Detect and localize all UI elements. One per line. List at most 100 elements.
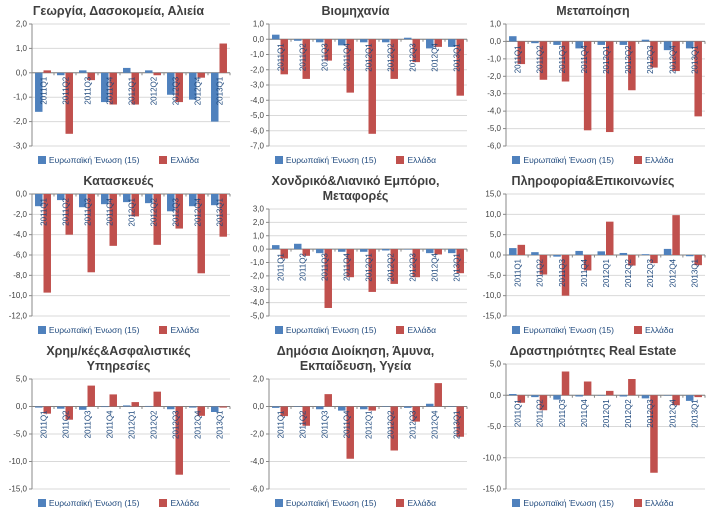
x-axis-ticks bbox=[31, 194, 231, 197]
bar bbox=[553, 255, 561, 257]
greece-series-swatch-icon bbox=[633, 326, 642, 334]
chart-public-administration: Δημόσια Διοίκηση, Άμυνα, Εκπαίδευση, Υγε… bbox=[237, 340, 474, 513]
bar bbox=[324, 394, 332, 407]
legend-label-eu: Ευρωπαϊκή Ένωση (15) bbox=[285, 498, 377, 508]
svg-text:2011Q2: 2011Q2 bbox=[536, 399, 545, 427]
bar bbox=[517, 244, 526, 255]
svg-text:2011Q1: 2011Q1 bbox=[40, 410, 49, 438]
svg-text:-3,0: -3,0 bbox=[250, 81, 264, 90]
bar bbox=[672, 395, 680, 406]
bar bbox=[101, 194, 109, 205]
category-labels: 2011Q1 2011Q2 2011Q3 2011Q4 2012Q1 2012Q2 2012… bbox=[277, 43, 462, 72]
bar bbox=[167, 406, 175, 410]
svg-text:2012Q1: 2012Q1 bbox=[128, 76, 137, 105]
greece-series-swatch-icon bbox=[633, 499, 642, 507]
x-axis-ticks bbox=[268, 39, 468, 42]
svg-text:2012Q3: 2012Q3 bbox=[646, 45, 655, 74]
category-labels: 2011Q1 2011Q2 2011Q3 2011Q4 2012Q1 2012Q2 2012… bbox=[514, 399, 700, 428]
greece-bars bbox=[280, 39, 464, 134]
x-axis-ticks bbox=[505, 395, 706, 398]
bar bbox=[412, 406, 420, 422]
svg-text:1,0: 1,0 bbox=[253, 231, 265, 240]
gridlines: 1,0 0,0 -1,0 -2,0 -3,0 -4,0 -5,0 -6,0 bbox=[487, 20, 705, 150]
category-labels: 2011Q1 2011Q2 2011Q3 2011Q4 2012Q1 2012Q2 2012… bbox=[514, 45, 700, 74]
bar bbox=[43, 70, 51, 73]
bar bbox=[663, 41, 672, 51]
svg-text:2011Q3: 2011Q3 bbox=[558, 45, 567, 73]
svg-text:-6,0: -6,0 bbox=[250, 126, 264, 135]
greece-bars bbox=[517, 371, 702, 473]
svg-text:-3,0: -3,0 bbox=[250, 285, 264, 294]
svg-text:2011Q3: 2011Q3 bbox=[558, 258, 567, 286]
svg-text:2012Q3: 2012Q3 bbox=[409, 410, 418, 439]
bar bbox=[79, 406, 87, 410]
svg-text:2012Q2: 2012Q2 bbox=[387, 410, 396, 439]
bar bbox=[131, 402, 139, 407]
svg-text:2012Q3: 2012Q3 bbox=[172, 197, 181, 226]
svg-text:-6,0: -6,0 bbox=[13, 251, 27, 260]
legend-item-greece: Ελλάδα bbox=[633, 498, 674, 508]
bar bbox=[619, 41, 628, 45]
bar bbox=[390, 39, 398, 79]
legend-label-greece: Ελλάδα bbox=[170, 155, 200, 165]
svg-text:-2,0: -2,0 bbox=[487, 72, 501, 81]
bar bbox=[123, 194, 131, 203]
chart-plot: 5,0 0,0 -5,0 -10,0 -15,0 2011Q1 2011Q2 2011Q3 20… bbox=[474, 359, 712, 493]
bar bbox=[412, 249, 420, 278]
svg-text:2011Q2: 2011Q2 bbox=[299, 410, 308, 438]
svg-text:2011Q1: 2011Q1 bbox=[40, 197, 49, 225]
bar bbox=[426, 249, 434, 254]
category-labels: 2011Q1 2011Q2 2011Q3 2011Q4 2012Q1 2012Q2 2012… bbox=[40, 410, 225, 439]
bar bbox=[390, 406, 398, 451]
bar bbox=[346, 249, 354, 278]
eu-series-swatch-icon bbox=[512, 499, 521, 507]
svg-text:-15,0: -15,0 bbox=[483, 485, 502, 494]
bar bbox=[434, 383, 442, 407]
svg-text:0,0: 0,0 bbox=[490, 251, 502, 260]
legend-item-eu: Ευρωπαϊκή Ένωση (15) bbox=[37, 498, 139, 508]
legend-label-eu: Ευρωπαϊκή Ένωση (15) bbox=[523, 325, 614, 335]
bar bbox=[324, 249, 332, 308]
svg-text:2011Q2: 2011Q2 bbox=[536, 45, 545, 73]
bar bbox=[434, 39, 442, 47]
bar bbox=[219, 406, 227, 408]
bar bbox=[79, 194, 87, 208]
chart-plot: 2,0 1,0 0,0 -1,0 -2,0 -3,0 2011Q1 2011Q2 2011Q3 2… bbox=[0, 19, 237, 150]
bar bbox=[539, 395, 548, 411]
chart-plot-svg: 1,0 0,0 -1,0 -2,0 -3,0 -4,0 -5,0 -6,0 -7,0 2011Q1… bbox=[250, 20, 468, 150]
bar bbox=[650, 41, 658, 68]
bar bbox=[123, 405, 131, 407]
eu-bars bbox=[272, 243, 456, 254]
svg-text:2012Q3: 2012Q3 bbox=[172, 410, 181, 439]
svg-text:2011Q4: 2011Q4 bbox=[580, 399, 589, 427]
bar bbox=[583, 255, 592, 271]
bar bbox=[131, 72, 139, 105]
bar bbox=[294, 39, 302, 41]
bar bbox=[294, 243, 302, 250]
svg-text:2011Q2: 2011Q2 bbox=[62, 197, 71, 225]
bar bbox=[189, 406, 197, 408]
chart-title: Πληροφορία&Επικοινωνίες bbox=[511, 174, 675, 188]
svg-text:2013Q1: 2013Q1 bbox=[453, 410, 462, 439]
chart-plot: 2,0 0,0 -2,0 -4,0 -6,0 2011Q1 2011Q2 2011Q3 2011… bbox=[237, 374, 474, 493]
bar bbox=[109, 394, 117, 407]
x-axis-ticks bbox=[505, 41, 706, 44]
bar bbox=[175, 72, 183, 103]
svg-text:0,0: 0,0 bbox=[490, 37, 502, 46]
bar bbox=[57, 72, 65, 76]
chart-legend: Ευρωπαϊκή Ένωση (15) Ελλάδα bbox=[237, 150, 474, 170]
svg-text:1,0: 1,0 bbox=[253, 20, 265, 29]
bar bbox=[539, 41, 548, 80]
chart-legend: Ευρωπαϊκή Ένωση (15) Ελλάδα bbox=[474, 493, 712, 513]
legend-label-eu: Ευρωπαϊκή Ένωση (15) bbox=[285, 325, 377, 335]
svg-text:2,0: 2,0 bbox=[16, 20, 28, 29]
bar bbox=[280, 249, 288, 259]
eu-series-swatch-icon bbox=[37, 499, 46, 507]
bar bbox=[360, 39, 368, 43]
svg-text:-4,0: -4,0 bbox=[487, 107, 501, 116]
svg-text:2013Q1: 2013Q1 bbox=[690, 258, 699, 287]
svg-text:2011Q3: 2011Q3 bbox=[558, 399, 567, 427]
bar bbox=[338, 406, 346, 411]
bar bbox=[123, 67, 131, 73]
svg-text:2012Q2: 2012Q2 bbox=[624, 399, 633, 428]
